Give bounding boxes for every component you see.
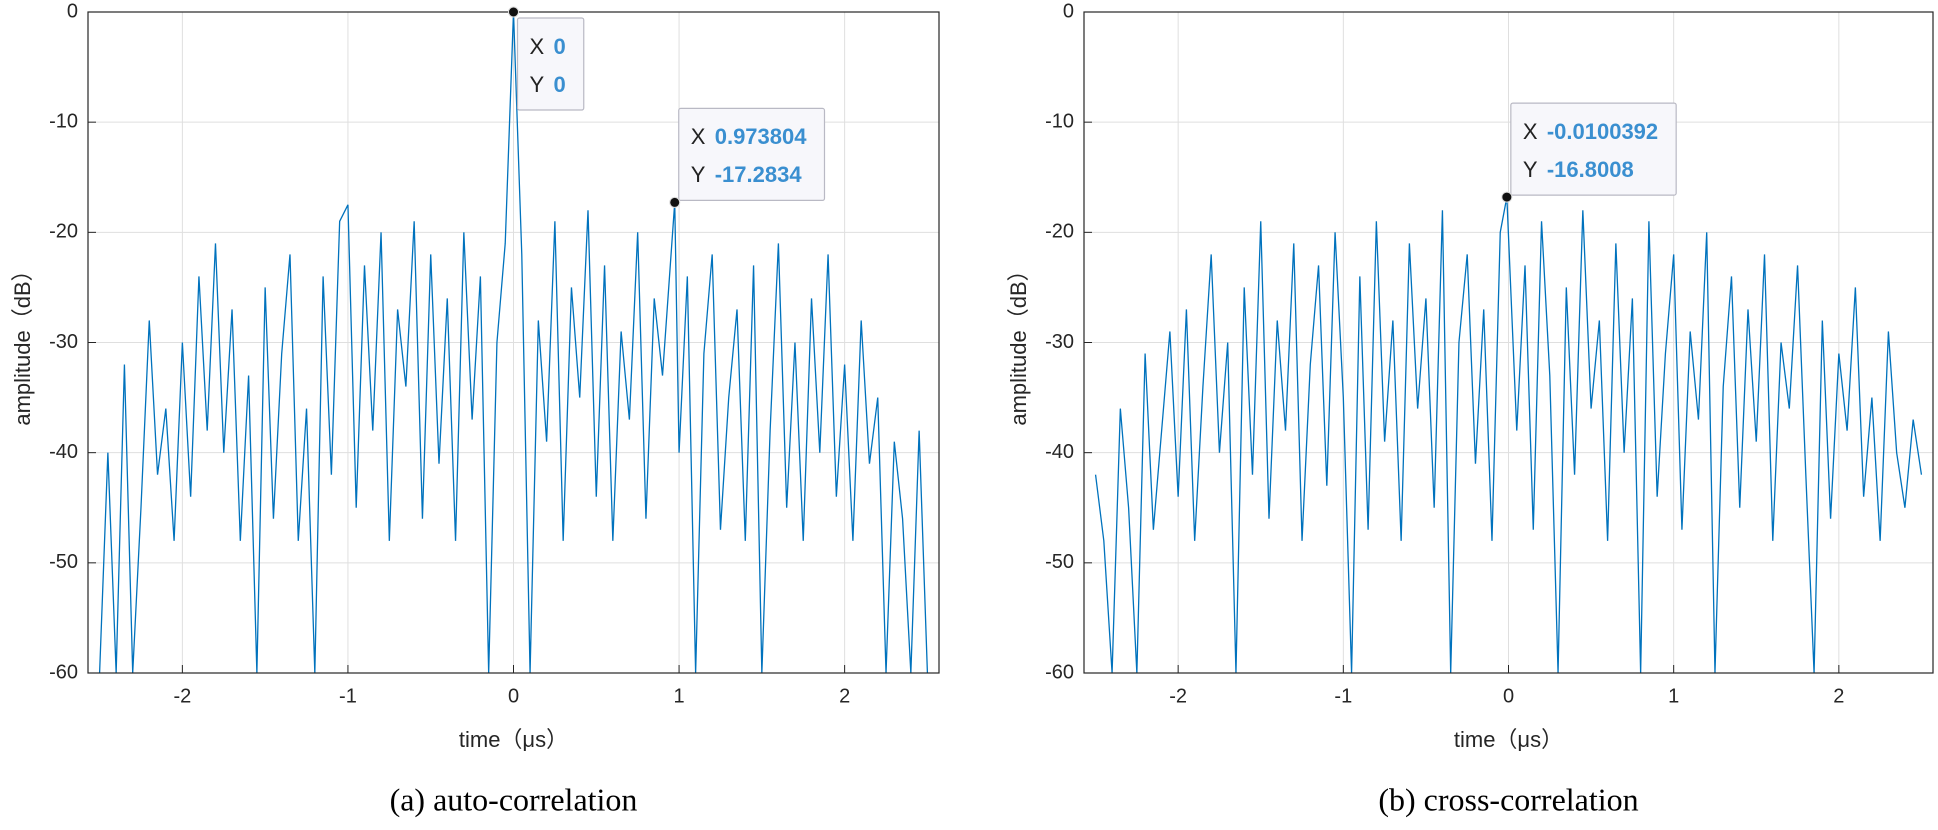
datatip-box — [678, 107, 826, 202]
y-tick-label: 0 — [67, 0, 78, 22]
y-tick-label: -20 — [49, 221, 78, 243]
x-tick-label: 0 — [1503, 685, 1514, 707]
x-tick-label: -1 — [1334, 685, 1352, 707]
datatip: X -0.0100392 Y -16.8008 — [1510, 102, 1677, 196]
datatip-box — [1510, 102, 1677, 196]
y-tick-label: -20 — [1045, 221, 1074, 243]
datatip-x-label: X — [530, 34, 545, 59]
datatip: X 0.973804 Y -17.2834 — [678, 107, 826, 202]
x-tick-label: 0 — [508, 685, 519, 707]
y-axis-label: amplitude（dB） — [10, 259, 35, 425]
datatip-y-value: 0 — [554, 72, 566, 97]
datatip-y-label: Y — [691, 162, 706, 187]
datatip-y-label: Y — [530, 72, 545, 97]
datatip-y-value: -17.2834 — [715, 162, 803, 187]
data-line — [98, 12, 929, 673]
datatip-marker — [669, 196, 681, 208]
x-tick-label: -1 — [339, 685, 357, 707]
y-tick-label: -10 — [49, 110, 78, 132]
datatip-y-value: -16.8008 — [1547, 157, 1634, 182]
x-axis-label: time（μs） — [1454, 727, 1563, 752]
y-tick-label: -30 — [49, 331, 78, 353]
y-tick-label: -40 — [49, 441, 78, 463]
y-tick-label: -60 — [49, 661, 78, 683]
x-tick-label: 1 — [674, 685, 685, 707]
y-axis-label: amplitude（dB） — [1006, 259, 1031, 425]
x-tick-label: 2 — [839, 685, 850, 707]
x-tick-label: 2 — [1833, 685, 1844, 707]
datatip-x-value: 0.973804 — [715, 124, 808, 149]
datatip-marker — [508, 6, 519, 18]
x-tick-label: 1 — [1668, 685, 1679, 707]
datatip-marker — [1501, 191, 1513, 203]
y-tick-label: -30 — [1045, 331, 1074, 353]
datatip-y-label: Y — [1523, 157, 1538, 182]
axes-box — [1083, 11, 1934, 674]
caption: (a) auto-correlation — [390, 781, 638, 817]
datatip-x-label: X — [1523, 119, 1538, 144]
y-tick-label: -50 — [1045, 551, 1074, 573]
x-axis-label: time（μs） — [459, 727, 568, 752]
datatip-x-value: -0.0100392 — [1547, 119, 1658, 144]
x-tick-label: -2 — [1169, 685, 1187, 707]
y-tick-label: -40 — [1045, 441, 1074, 463]
y-tick-label: -10 — [1045, 110, 1074, 132]
caption: (b) cross-correlation — [1378, 781, 1638, 817]
datatip-x-label: X — [691, 124, 706, 149]
x-tick-label: -2 — [173, 685, 191, 707]
datatip-box — [516, 17, 585, 111]
y-tick-label: -60 — [1045, 661, 1074, 683]
datatip: X 0Y 0 — [516, 17, 585, 111]
datatip-x-value: 0 — [554, 34, 566, 59]
y-tick-label: -50 — [49, 551, 78, 573]
y-tick-label: 0 — [1063, 0, 1074, 22]
